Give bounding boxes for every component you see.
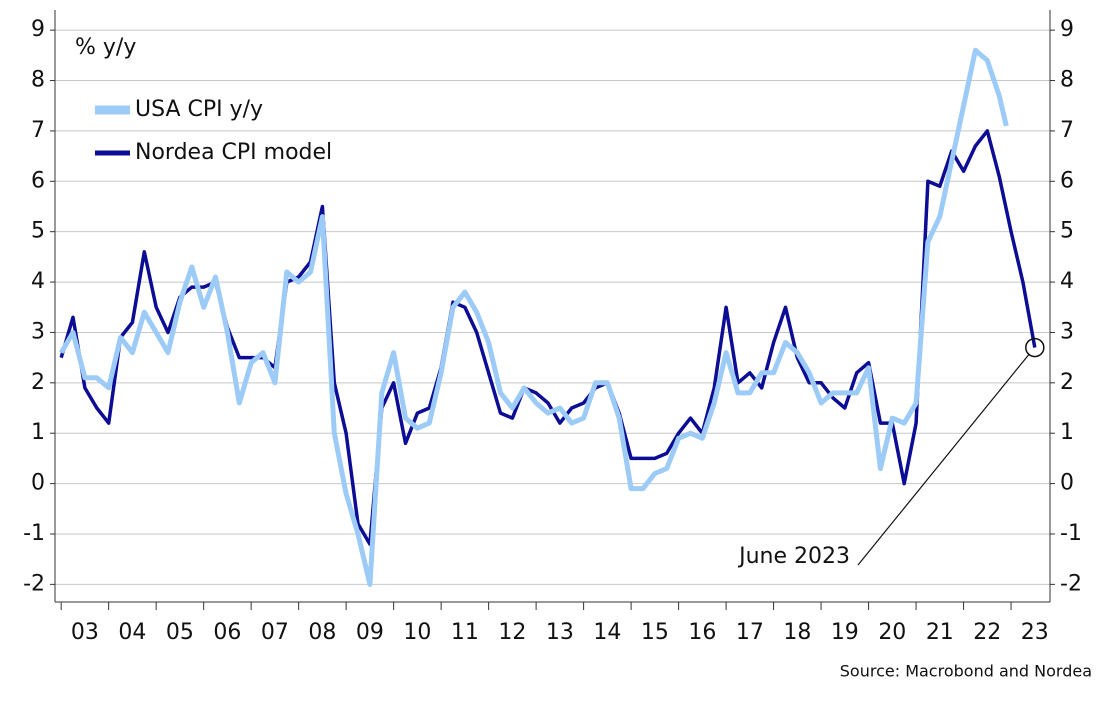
y-tick-label: 4 [31, 269, 45, 294]
x-tick-label: 03 [71, 620, 99, 645]
y-tick-label: 2 [31, 370, 45, 395]
axis-label: % y/y [75, 35, 136, 60]
x-tick-label: 14 [593, 620, 621, 645]
y2-tick-label: 6 [1060, 168, 1074, 193]
x-tick-label: 16 [688, 620, 716, 645]
y-tick-label: 0 [31, 471, 45, 496]
y-tick-label: 1 [31, 420, 45, 445]
x-tick-label: 12 [498, 620, 526, 645]
series-line [59, 129, 1037, 546]
y-tick-label: 7 [31, 118, 45, 143]
y-tick-label: -2 [23, 571, 45, 596]
x-tick-label: 18 [783, 620, 811, 645]
x-tick-label: 07 [261, 620, 289, 645]
x-tick-label: 04 [118, 620, 146, 645]
x-tick-label: 19 [831, 620, 859, 645]
y-tick-label: 9 [31, 17, 45, 42]
y2-tick-label: 4 [1060, 269, 1074, 294]
annotation-marker [1025, 337, 1045, 358]
x-tick-label: 20 [878, 620, 906, 645]
annotation-line [857, 354, 1030, 566]
legend-label: USA CPI y/y [135, 97, 263, 122]
source: Source: Macrobond and Nordea [840, 662, 1092, 681]
x-tick-label: 17 [736, 620, 764, 645]
x-tick-label: 10 [403, 620, 431, 645]
y-tick-label: 5 [31, 219, 45, 244]
series-line [59, 47, 1009, 587]
x-tick-label: 15 [641, 620, 669, 645]
x-tick-label: 21 [926, 620, 954, 645]
y2-tick-label: 2 [1060, 370, 1074, 395]
y2-tick-label: 7 [1060, 118, 1074, 143]
y-tick-label: -1 [23, 521, 45, 546]
x-tick-label: 23 [1021, 620, 1049, 645]
x-tick-label: 13 [546, 620, 574, 645]
y2-tick-label: -1 [1060, 521, 1082, 546]
y2-tick-label: 0 [1060, 471, 1074, 496]
x-tick-label: 05 [166, 620, 194, 645]
x-tick-label: 09 [356, 620, 384, 645]
legend-label: Nordea CPI model [135, 140, 332, 165]
y2-tick-label: 1 [1060, 420, 1074, 445]
y-tick-label: 8 [31, 68, 45, 93]
annotation-text: June 2023 [737, 544, 850, 569]
y2-tick-label: 8 [1060, 68, 1074, 93]
y2-tick-label: -2 [1060, 571, 1082, 596]
y2-tick-label: 9 [1060, 17, 1074, 42]
x-tick-label: 22 [973, 620, 1001, 645]
x-tick-label: 08 [308, 620, 336, 645]
y2-tick-label: 3 [1060, 319, 1074, 344]
x-tick-label: 11 [451, 620, 479, 645]
y-tick-label: 6 [31, 168, 45, 193]
y-tick-label: 3 [31, 319, 45, 344]
x-tick-label: 06 [213, 620, 241, 645]
y2-tick-label: 5 [1060, 219, 1074, 244]
